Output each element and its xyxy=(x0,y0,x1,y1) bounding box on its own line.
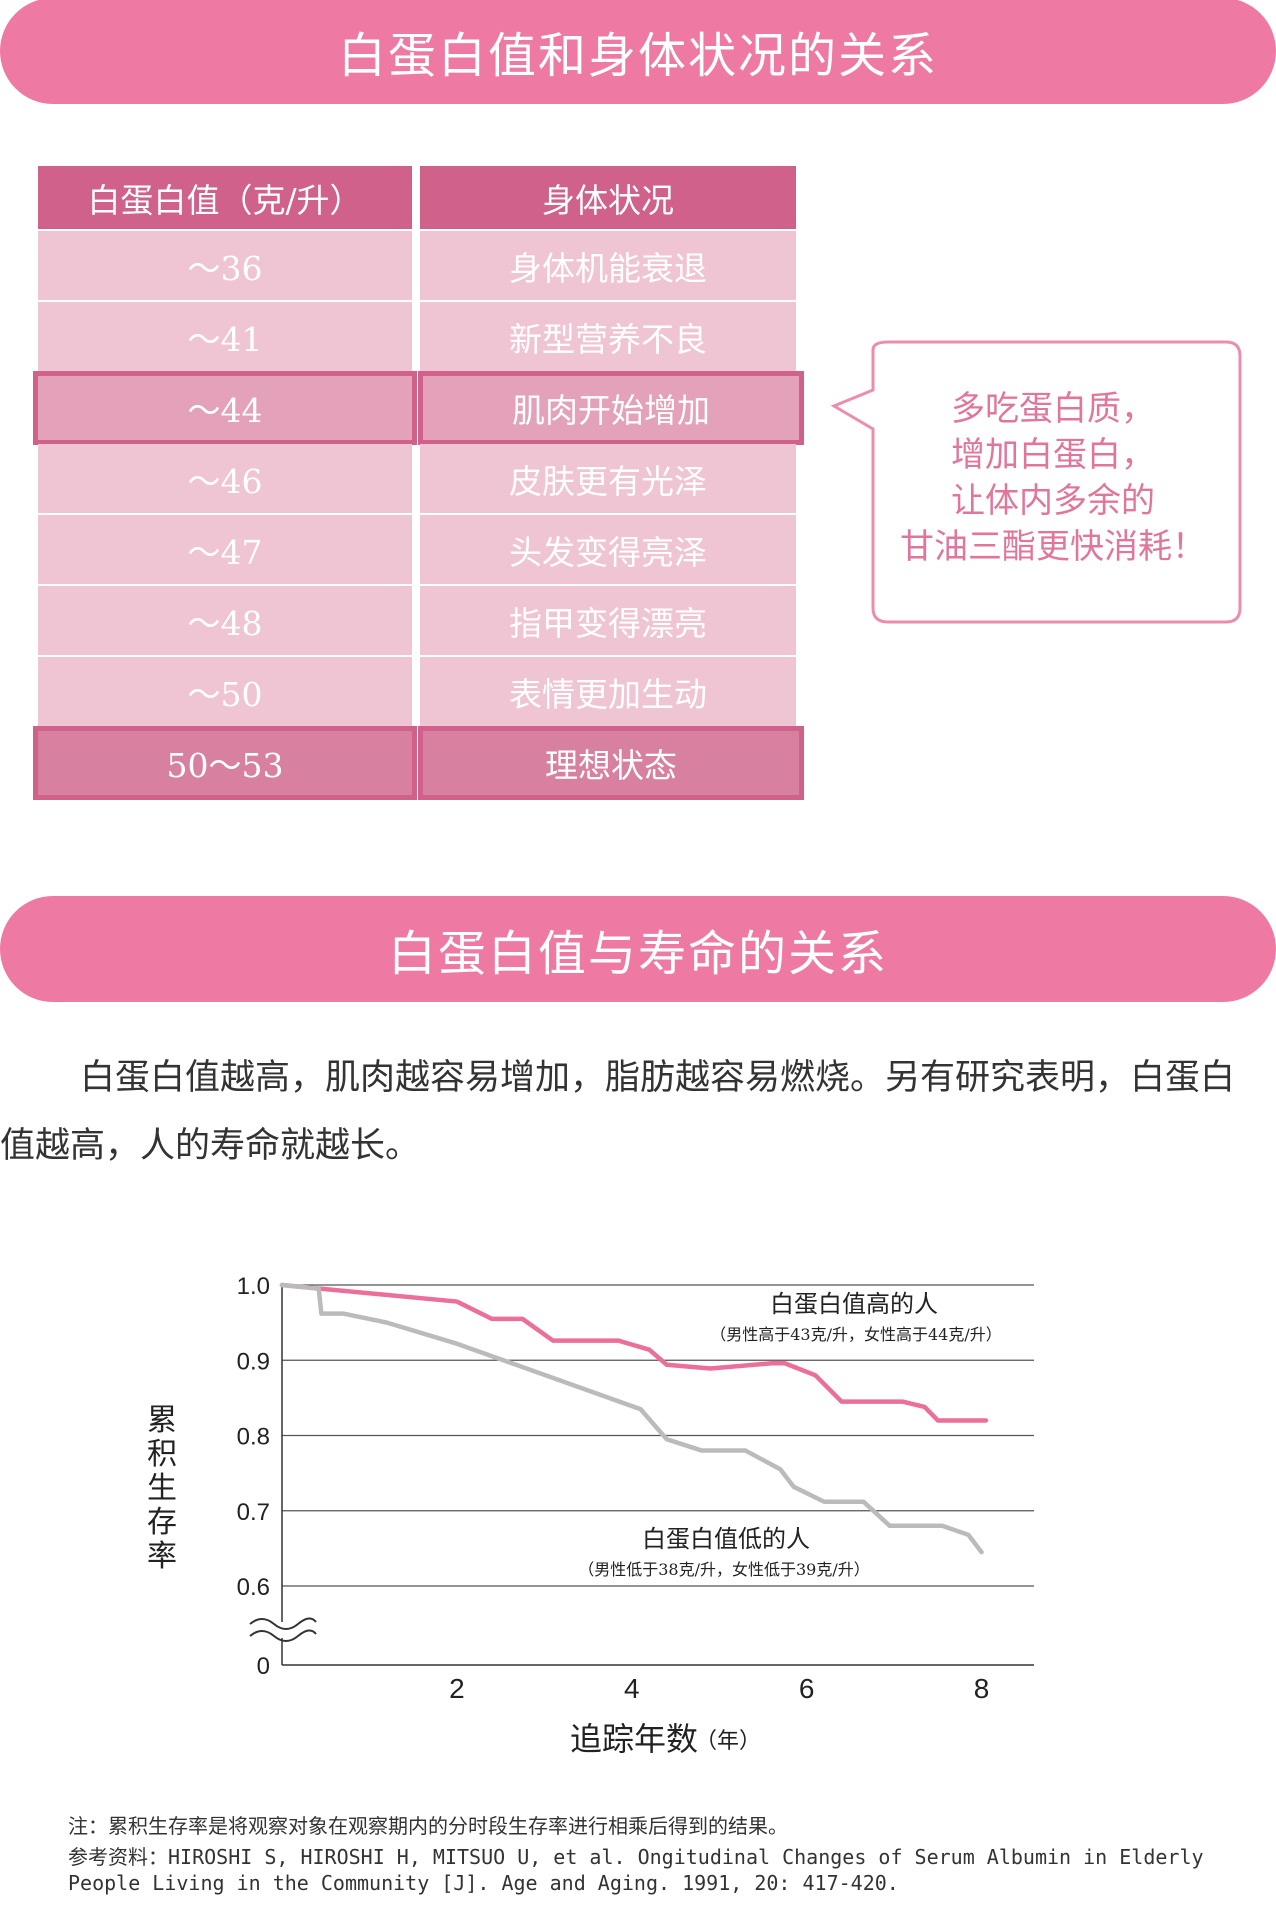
series-note-low: （男性低于38克/升，女性低于39克/升） xyxy=(578,1560,870,1579)
speech-bubble-outline xyxy=(830,340,1242,624)
table-cell-value: ～50 xyxy=(38,657,412,726)
paragraph-line-2: 值越高，人的寿命就越长。 xyxy=(0,1126,421,1166)
table-cell-value: ～47 xyxy=(38,515,412,584)
table-cell-status: 肌肉开始增加 xyxy=(418,371,804,445)
x-axis-label: 追踪年数 xyxy=(570,1720,698,1758)
table-cell-value: ～36 xyxy=(38,231,412,300)
axis-break-mark xyxy=(249,1617,317,1630)
table-cell-value: ～41 xyxy=(38,302,412,371)
table-cell-value: ～44 xyxy=(33,371,417,445)
table-cell-status: 表情更加生动 xyxy=(420,657,796,726)
series-line xyxy=(279,1282,989,1423)
series-note-high: （男性高于43克/升，女性高于44克/升） xyxy=(710,1325,1002,1344)
speech-bubble xyxy=(830,340,1242,624)
y-tick-label: 1.0 xyxy=(237,1273,270,1300)
x-tick-label: 4 xyxy=(624,1673,640,1704)
y-tick-label: 0.6 xyxy=(237,1574,270,1601)
intro-paragraph: 白蛋白值越高，肌肉越容易增加，脂肪越容易燃烧。另有研究表明，白蛋白 值越高，人的… xyxy=(0,1044,1276,1180)
table-cell-status: 理想状态 xyxy=(418,726,804,800)
table-header-status: 身体状况 xyxy=(420,166,796,229)
series-line xyxy=(279,1282,984,1555)
table-cell-status: 头发变得亮泽 xyxy=(420,515,796,584)
series-label-low: 白蛋白值低的人 xyxy=(642,1525,810,1553)
x-tick-label: 6 xyxy=(799,1673,815,1704)
table-cell-value: 50～53 xyxy=(33,726,417,800)
bubble-line: 增加白蛋白， xyxy=(951,435,1155,475)
section1-title: 白蛋白值和身体状况的关系 xyxy=(337,28,938,84)
series-label-high: 白蛋白值高的人 xyxy=(770,1290,938,1318)
x-axis-unit: （年） xyxy=(695,1729,761,1754)
paragraph-line-1: 白蛋白值越高，肌肉越容易增加，脂肪越容易燃烧。另有研究表明，白蛋白 xyxy=(80,1058,1236,1098)
table-cell-status: 新型营养不良 xyxy=(420,302,796,371)
y-tick-label: 0.8 xyxy=(237,1424,270,1451)
section1-title-banner: 白蛋白值和身体状况的关系 xyxy=(0,0,1276,104)
y-tick-label: 0 xyxy=(257,1653,270,1680)
bubble-text: 多吃蛋白质， 增加白蛋白， 让体内多余的甘油三酯更快消耗！ xyxy=(868,386,1238,570)
bubble-line: 甘油三酯更快消耗！ xyxy=(900,527,1206,567)
x-tick-label: 2 xyxy=(449,1673,465,1704)
table-cell-value: ～48 xyxy=(38,586,412,655)
table-cell-value: ～46 xyxy=(38,444,412,513)
y-tick-label: 0.9 xyxy=(237,1348,270,1375)
footnote: 注：累积生存率是将观察对象在观察期内的分时段生存率进行相乘后得到的结果。 xyxy=(68,1814,788,1838)
table-cell-status: 身体机能衰退 xyxy=(420,231,796,300)
bubble-line: 多吃蛋白质， xyxy=(951,389,1155,429)
table-cell-status: 皮肤更有光泽 xyxy=(420,444,796,513)
section2-title: 白蛋白值与寿命的关系 xyxy=(387,926,888,982)
reference-line-1: 参考资料：HIROSHI S, HIROSHI H, MITSUO U, et … xyxy=(68,1845,1204,1869)
x-tick-label: 8 xyxy=(974,1673,990,1704)
section2-title-banner: 白蛋白值与寿命的关系 xyxy=(0,896,1276,1002)
table-cell-status: 指甲变得漂亮 xyxy=(420,586,796,655)
y-tick-label: 0.7 xyxy=(237,1499,270,1526)
table-header-value: 白蛋白值（克/升） xyxy=(38,166,412,229)
axis-break-mark xyxy=(249,1629,317,1642)
bubble-line: 让体内多余的 xyxy=(951,481,1155,521)
y-axis-label: 累积生存率 xyxy=(147,1403,177,1574)
reference-line-2: People Living in the Community [J]. Age … xyxy=(68,1871,899,1895)
